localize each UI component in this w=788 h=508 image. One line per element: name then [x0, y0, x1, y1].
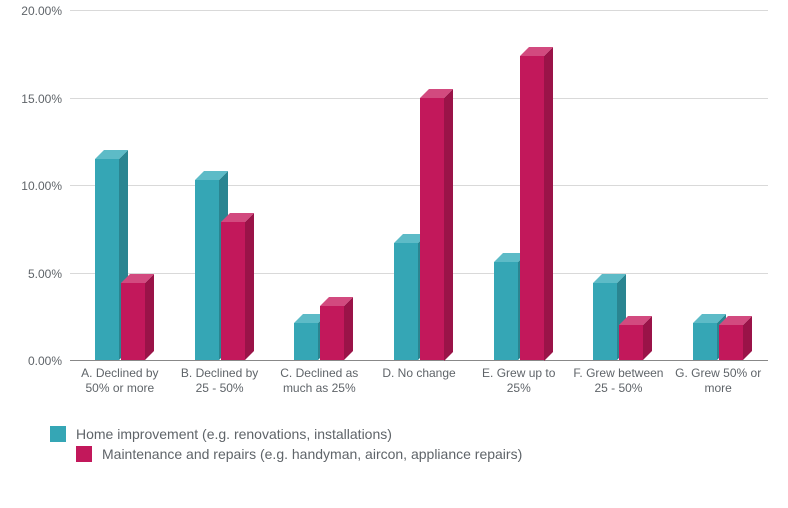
x-tick-label: E. Grew up to 25% [469, 360, 569, 420]
bar-group [269, 10, 369, 360]
y-tick-label: 15.00% [21, 92, 62, 106]
bar [320, 306, 344, 360]
bar-front [95, 159, 119, 360]
bar-side [245, 213, 254, 360]
x-tick-label: G. Grew 50% or more [668, 360, 768, 420]
legend-label: Home improvement (e.g. renovations, inst… [76, 426, 392, 442]
x-tick-label: A. Declined by 50% or more [70, 360, 170, 420]
bar [593, 283, 617, 360]
legend-swatch [50, 426, 66, 442]
bar-front [121, 283, 145, 360]
category-group [170, 10, 270, 360]
x-tick-label: C. Declined as much as 25% [269, 360, 369, 420]
y-tick-label: 5.00% [28, 267, 62, 281]
bar-front [520, 56, 544, 361]
y-tick-label: 20.00% [21, 4, 62, 18]
legend-item: Home improvement (e.g. renovations, inst… [50, 426, 788, 442]
bar-side [344, 297, 353, 360]
bar-group [668, 10, 768, 360]
bar-group [70, 10, 170, 360]
y-tick-label: 10.00% [21, 179, 62, 193]
bar-front [420, 98, 444, 361]
bar [294, 323, 318, 360]
bar [394, 243, 418, 360]
bar [693, 323, 717, 360]
plot-area: 0.00%5.00%10.00%15.00%20.00% [70, 10, 768, 360]
bar-front [693, 323, 717, 360]
bar-front [221, 222, 245, 360]
bar-front [719, 325, 743, 360]
bar-group [569, 10, 669, 360]
bar [520, 56, 544, 361]
y-tick-label: 0.00% [28, 354, 62, 368]
bar [719, 325, 743, 360]
category-group [269, 10, 369, 360]
bar [494, 262, 518, 360]
bar-front [294, 323, 318, 360]
category-group [369, 10, 469, 360]
category-group [469, 10, 569, 360]
bar-side [444, 89, 453, 361]
bar-front [619, 325, 643, 360]
bar-group [369, 10, 469, 360]
legend-swatch [76, 446, 92, 462]
bar-side [544, 47, 553, 361]
legend-label: Maintenance and repairs (e.g. handyman, … [102, 446, 522, 462]
category-group [569, 10, 669, 360]
legend: Home improvement (e.g. renovations, inst… [0, 420, 788, 462]
categories [70, 10, 768, 360]
bar-front [494, 262, 518, 360]
legend-item: Maintenance and repairs (e.g. handyman, … [50, 446, 788, 462]
bar [195, 180, 219, 360]
bar-side [145, 274, 154, 360]
category-group [70, 10, 170, 360]
bar-front [195, 180, 219, 360]
bar [121, 283, 145, 360]
bar-front [593, 283, 617, 360]
bar [420, 98, 444, 361]
bar [619, 325, 643, 360]
bar-front [394, 243, 418, 360]
x-axis-labels: A. Declined by 50% or moreB. Declined by… [70, 360, 768, 420]
category-group [668, 10, 768, 360]
bar-group [170, 10, 270, 360]
x-tick-label: F. Grew between 25 - 50% [569, 360, 669, 420]
bar [221, 222, 245, 360]
bar-group [469, 10, 569, 360]
x-tick-label: B. Declined by 25 - 50% [170, 360, 270, 420]
bar-front [320, 306, 344, 360]
bar-chart: 0.00%5.00%10.00%15.00%20.00% A. Declined… [0, 0, 788, 420]
bar [95, 159, 119, 360]
x-tick-label: D. No change [369, 360, 469, 420]
